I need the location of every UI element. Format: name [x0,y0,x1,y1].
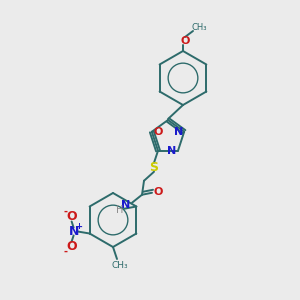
Text: H: H [116,205,124,215]
Text: O: O [66,240,77,253]
Text: O: O [153,187,163,197]
Text: O: O [180,36,190,46]
Text: S: S [149,161,158,174]
Text: +: + [75,222,82,231]
Text: N: N [68,225,79,238]
Text: -: - [64,206,68,217]
Text: O: O [66,210,77,223]
Text: N: N [173,127,183,137]
Text: CH₃: CH₃ [191,23,207,32]
Text: O: O [153,127,163,137]
Text: N: N [167,146,177,156]
Text: N: N [122,200,130,210]
Text: -: - [64,247,68,256]
Text: CH₃: CH₃ [112,262,128,271]
